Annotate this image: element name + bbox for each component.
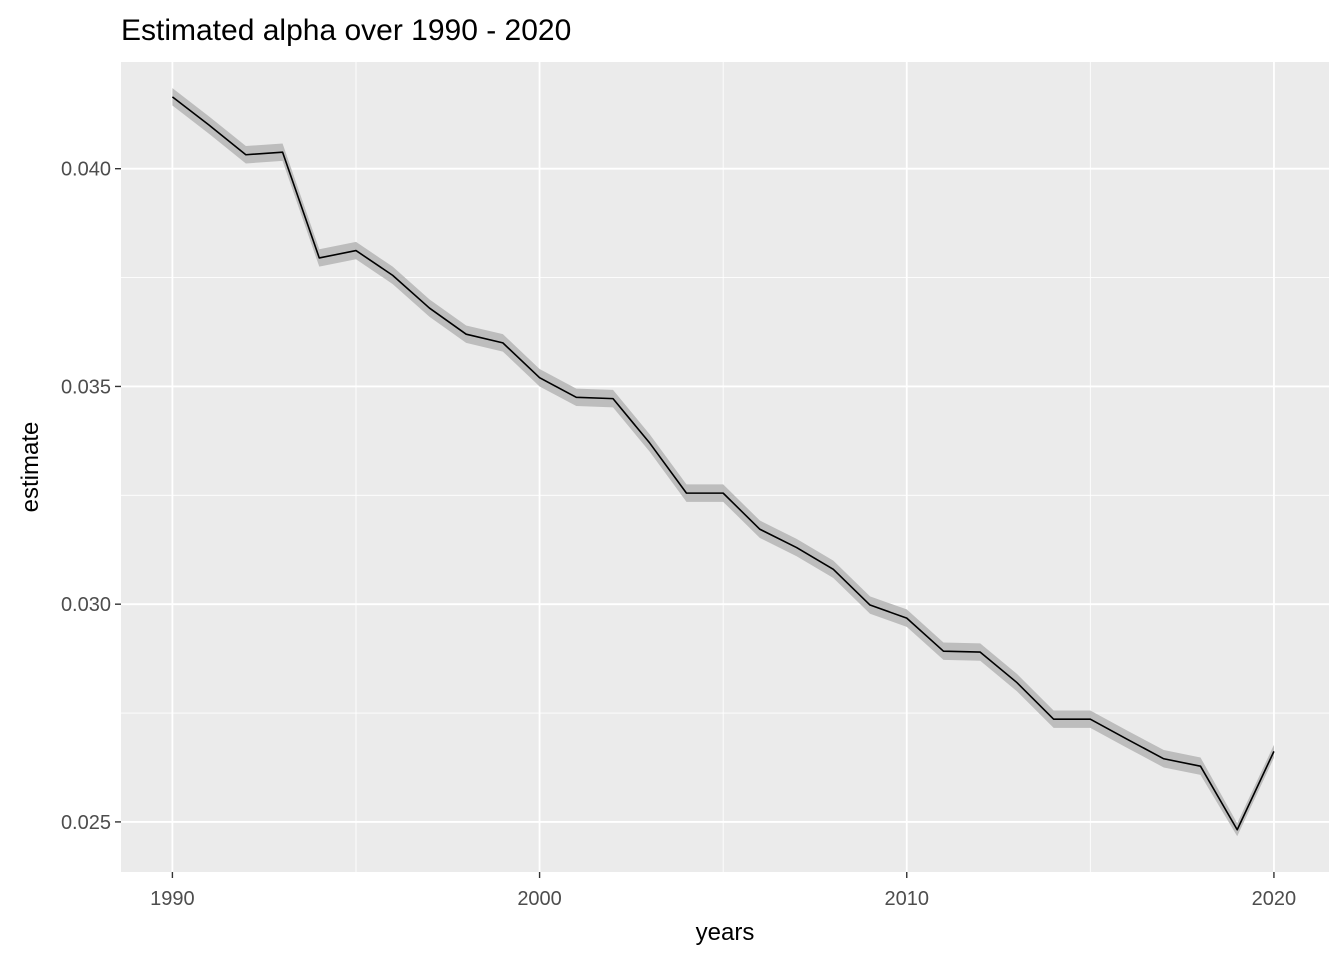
- y-axis: 0.025 0.030 0.035 0.040: [61, 159, 121, 834]
- y-tick-label: 0.025: [61, 812, 111, 834]
- chart-title: Estimated alpha over 1990 - 2020: [121, 14, 571, 47]
- major-gridlines: [121, 62, 1329, 872]
- x-axis: 1990 2000 2010 2020: [150, 872, 1296, 910]
- y-tick-label: 0.030: [61, 594, 111, 616]
- x-axis-label: years: [696, 919, 755, 946]
- x-tick-label: 2010: [885, 888, 930, 910]
- y-axis-label: estimate: [17, 422, 44, 513]
- y-tick-label: 0.040: [61, 159, 111, 181]
- confidence-ribbon: [172, 88, 1274, 837]
- x-tick-label: 2020: [1252, 888, 1297, 910]
- y-tick-label: 0.035: [61, 376, 111, 398]
- x-tick-label: 2000: [517, 888, 562, 910]
- estimate-line: [171, 96, 1275, 831]
- x-tick-label: 1990: [150, 888, 195, 910]
- minor-gridlines: [121, 62, 1329, 872]
